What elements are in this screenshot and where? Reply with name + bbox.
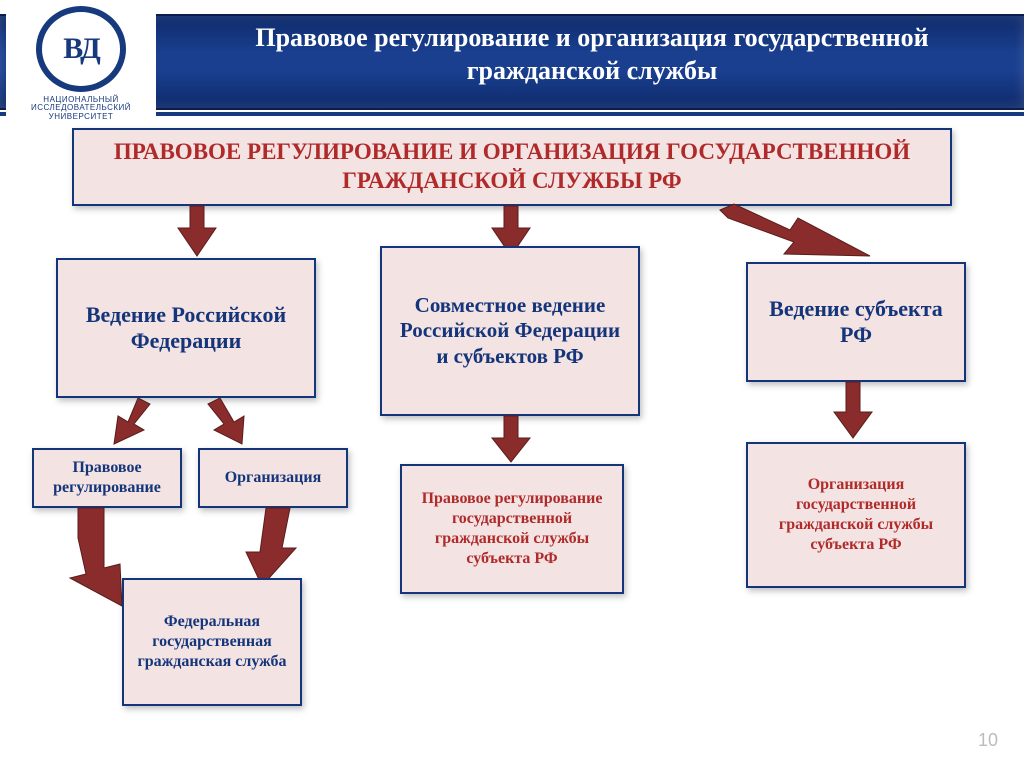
logo-caption-line2: УНИВЕРСИТЕТ xyxy=(49,112,114,121)
level2-center: Совместное ведение Российской Федерации … xyxy=(380,246,640,416)
level3-left-b: Организация xyxy=(198,448,348,508)
logo-caption-line1: НАЦИОНАЛЬНЫЙ ИССЛЕДОВАТЕЛЬСКИЙ xyxy=(31,95,131,113)
level2-left-text: Ведение Российской Федерации xyxy=(70,302,302,355)
logo: ВД НАЦИОНАЛЬНЫЙ ИССЛЕДОВАТЕЛЬСКИЙ УНИВЕР… xyxy=(6,6,156,122)
level4-left-text: Федеральная государственная гражданская … xyxy=(132,612,292,672)
arrow-l2center-down xyxy=(490,416,534,464)
arrow-main-left xyxy=(160,206,220,260)
page-title: Правовое регулирование и организация гос… xyxy=(200,22,984,87)
level2-right: Ведение субъекта РФ xyxy=(746,262,966,382)
arrow-main-right xyxy=(720,204,900,264)
slide-root: Правовое регулирование и организация гос… xyxy=(0,0,1024,767)
level3-right: Организация государственной гражданской … xyxy=(746,442,966,588)
page-number: 10 xyxy=(978,730,998,751)
arrow-l2left-a xyxy=(110,398,160,448)
logo-ring-icon: ВД xyxy=(36,6,126,92)
level3-right-text: Организация государственной гражданской … xyxy=(760,475,952,555)
logo-caption: НАЦИОНАЛЬНЫЙ ИССЛЕДОВАТЕЛЬСКИЙ УНИВЕРСИТ… xyxy=(6,96,156,122)
arrow-l2right-down xyxy=(832,382,876,442)
level4-left: Федеральная государственная гражданская … xyxy=(122,578,302,706)
arrow-l2left-b xyxy=(198,398,248,448)
main-box-text: ПРАВОВОЕ РЕГУЛИРОВАНИЕ И ОРГАНИЗАЦИЯ ГОС… xyxy=(86,138,938,196)
level2-right-text: Ведение субъекта РФ xyxy=(760,296,952,349)
level2-center-text: Совместное ведение Российской Федерации … xyxy=(394,293,626,369)
arrow-l3b-down xyxy=(246,508,306,588)
level2-left: Ведение Российской Федерации xyxy=(56,258,316,398)
level3-left-a-text: Правовое регулирование xyxy=(42,458,172,498)
level3-center-text: Правовое регулирование государственной г… xyxy=(414,489,610,569)
level3-left-b-text: Организация xyxy=(225,468,322,488)
main-box: ПРАВОВОЕ РЕГУЛИРОВАНИЕ И ОРГАНИЗАЦИЯ ГОС… xyxy=(72,128,952,206)
level3-left-a: Правовое регулирование xyxy=(32,448,182,508)
level3-center: Правовое регулирование государственной г… xyxy=(400,464,624,594)
logo-letters: ВД xyxy=(63,32,99,66)
